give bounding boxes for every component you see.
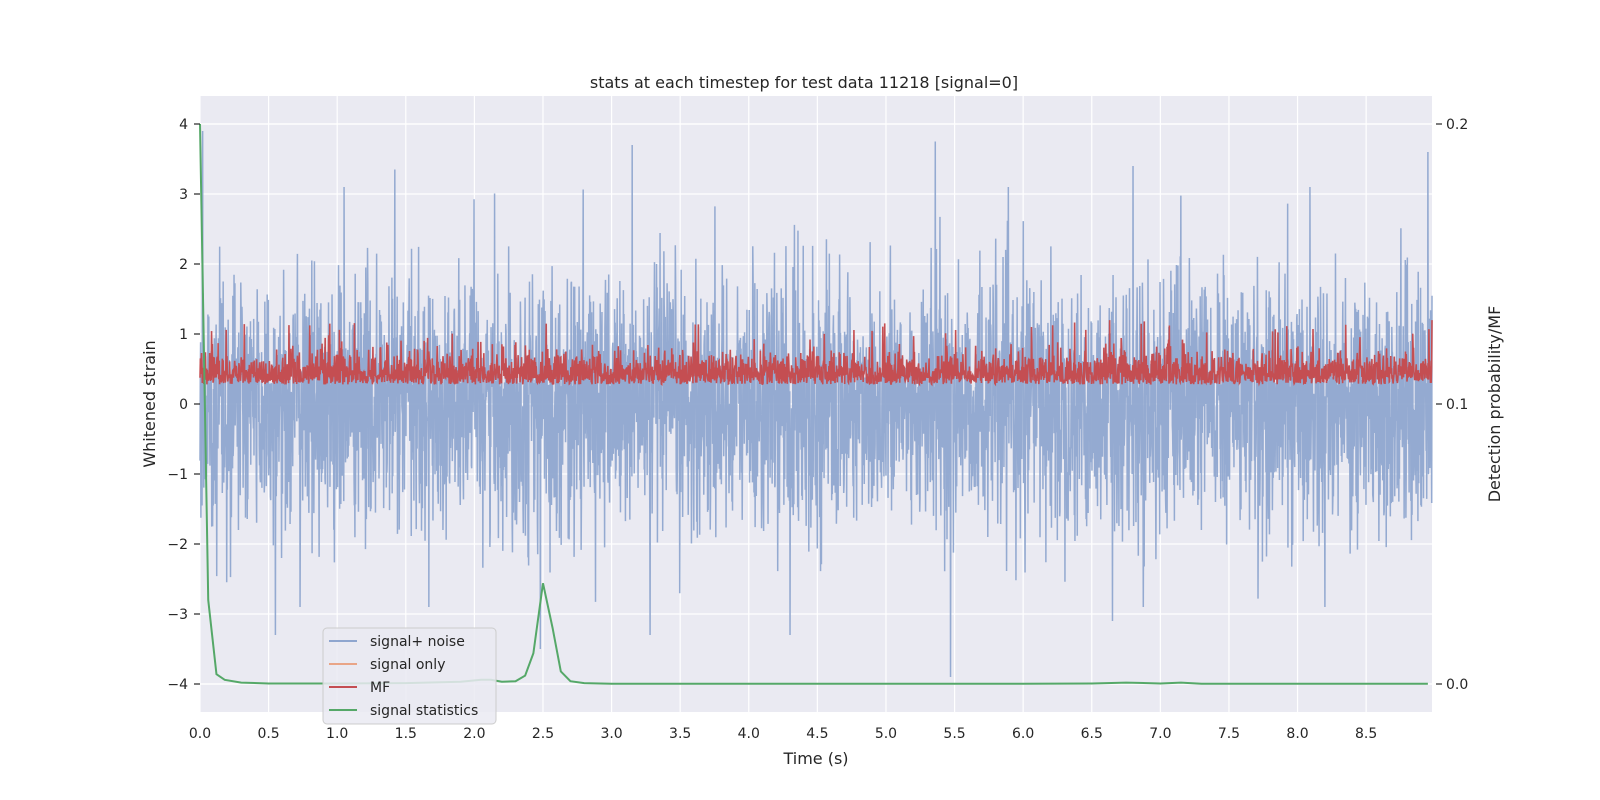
legend-box — [322, 627, 497, 725]
legend-label: signal statistics — [370, 703, 478, 719]
x-tick-label: 5.5 — [943, 726, 965, 742]
x-tick-label: 2.5 — [532, 726, 554, 742]
y-axis-label: Whitened strain — [140, 340, 159, 467]
x-tick-label: 5.0 — [875, 726, 897, 742]
series-mf — [199, 320, 1433, 387]
y-tick-label: 4 — [179, 117, 188, 133]
y-tick-label: 0 — [179, 397, 188, 413]
x-axis: 0.0 0.5 1.0 1.5 2.0 2.5 3.0 3.5 4.0 4.5 5.0 5.5 6.0 6… — [189, 726, 1377, 742]
y-tick-label: −1 — [167, 467, 188, 483]
y2-tick-label: 0.2 — [1446, 117, 1468, 133]
y-axis-right: 0.2 0.1 0.0 — [1436, 117, 1468, 693]
x-tick-label: 7.5 — [1218, 726, 1240, 742]
y-tick-label: 3 — [179, 187, 188, 203]
legend-label: MF — [370, 680, 390, 696]
x-tick-label: 4.5 — [806, 726, 828, 742]
legend: signal+ noise signal only MF signal statist… — [322, 627, 497, 725]
x-tick-label: 0.5 — [257, 726, 279, 742]
x-tick-label: 1.0 — [326, 726, 348, 742]
x-tick-label: 3.5 — [669, 726, 691, 742]
x-tick-label: 2.0 — [463, 726, 485, 742]
y-tick-label: −2 — [167, 537, 188, 553]
y-tick-label: −3 — [167, 607, 188, 623]
y2-tick-label: 0.0 — [1446, 677, 1468, 693]
x-tick-label: 8.5 — [1355, 726, 1377, 742]
y2-axis-label: Detection probability/MF — [1485, 306, 1504, 503]
chart-title: stats at each timestep for test data 112… — [590, 73, 1018, 92]
x-tick-label: 0.0 — [189, 726, 211, 742]
y2-tick-label: 0.1 — [1446, 397, 1468, 413]
legend-label: signal+ noise — [370, 634, 465, 650]
x-tick-label: 7.0 — [1149, 726, 1171, 742]
signal-noise-line — [199, 130, 1433, 678]
y-tick-label: −4 — [167, 677, 188, 693]
series-signal-noise — [199, 130, 1433, 678]
x-tick-label: 1.5 — [395, 726, 417, 742]
x-tick-label: 8.0 — [1286, 726, 1308, 742]
mf-line — [199, 320, 1433, 387]
y-axis-left: 4 3 2 1 0 −1 −2 −3 −4 — [167, 117, 200, 693]
x-axis-label: Time (s) — [782, 749, 848, 768]
y-tick-label: 1 — [179, 327, 188, 343]
signal-statistics-line — [199, 123, 1428, 685]
x-tick-label: 4.0 — [738, 726, 760, 742]
y-tick-label: 2 — [179, 257, 188, 273]
x-tick-label: 3.0 — [600, 726, 622, 742]
x-tick-label: 6.5 — [1081, 726, 1103, 742]
series-signal-statistics — [199, 123, 1428, 685]
x-tick-label: 6.0 — [1012, 726, 1034, 742]
legend-label: signal only — [370, 657, 445, 673]
